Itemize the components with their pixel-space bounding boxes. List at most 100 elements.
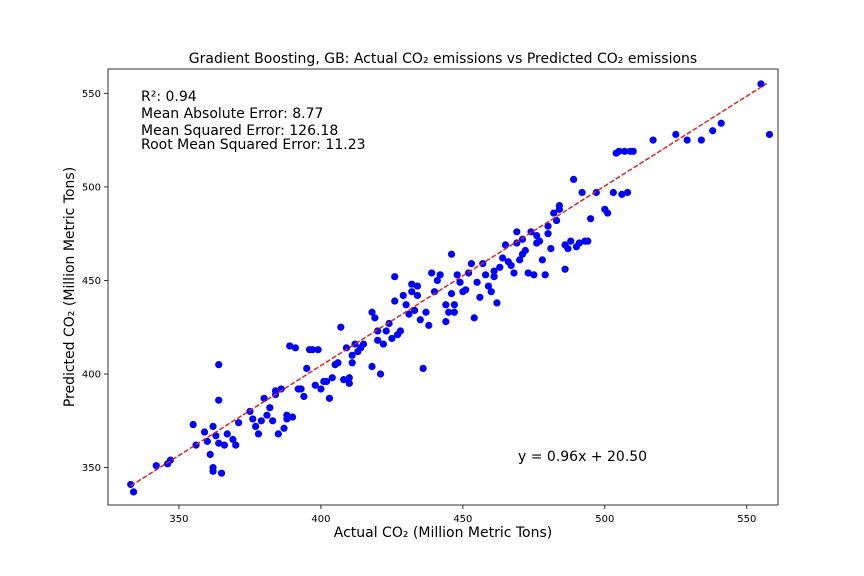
data-point (215, 439, 223, 447)
data-point (382, 327, 390, 335)
data-point (217, 469, 226, 477)
data-point (481, 271, 490, 279)
data-point (524, 269, 532, 277)
y-tick-label: 400 (82, 370, 101, 381)
data-point (283, 411, 291, 419)
data-point (604, 209, 612, 217)
data-point (317, 385, 325, 393)
data-point (308, 346, 317, 354)
data-point (569, 175, 578, 184)
data-point (541, 271, 549, 279)
data-point (129, 488, 138, 496)
data-point (555, 205, 563, 213)
data-point (260, 394, 268, 402)
data-point (215, 396, 223, 404)
data-point (428, 269, 436, 277)
data-point (609, 188, 617, 197)
data-point (291, 344, 299, 352)
data-point (374, 336, 382, 344)
data-point (496, 263, 504, 271)
data-point (467, 260, 475, 268)
data-point (254, 430, 263, 438)
data-point (447, 289, 456, 298)
plot-area (107, 68, 779, 506)
data-point (314, 346, 322, 354)
data-point (567, 237, 575, 245)
data-point (408, 288, 416, 296)
data-point (342, 344, 351, 352)
data-point (391, 273, 399, 281)
y-tick-label: 350 (82, 463, 101, 474)
data-point (530, 271, 538, 279)
y-axis-title: Predicted CO₂ (Million Metric Tons) (62, 167, 78, 407)
data-point (484, 282, 493, 290)
data-point (587, 215, 595, 223)
data-point (757, 80, 765, 88)
data-point (561, 265, 569, 273)
fit-line (130, 82, 768, 487)
x-axis: 350 400 450 500 550 (169, 505, 756, 525)
data-point (396, 327, 405, 335)
data-point (206, 450, 214, 459)
data-point (376, 370, 385, 378)
metric-mse: Mean Squared Error: 126.18 (141, 123, 338, 139)
data-point (399, 291, 407, 300)
data-point (575, 239, 583, 247)
data-point (419, 364, 427, 372)
data-point (453, 271, 461, 279)
data-point (490, 273, 498, 281)
data-point (649, 136, 657, 144)
data-point (411, 306, 419, 314)
data-point (345, 374, 353, 382)
data-point (215, 361, 223, 369)
data-point (442, 318, 450, 326)
data-point (345, 379, 353, 387)
data-point (337, 323, 345, 331)
data-point (629, 147, 637, 155)
data-point (623, 188, 632, 197)
data-point (271, 387, 280, 395)
data-point (288, 413, 297, 421)
data-point (552, 216, 561, 225)
data-point (340, 376, 348, 384)
y-tick-label: 550 (82, 89, 101, 100)
data-point (252, 422, 260, 431)
data-point (683, 136, 691, 144)
data-point (501, 241, 510, 249)
metric-mae: Mean Absolute Error: 8.77 (141, 106, 323, 122)
data-point (348, 359, 356, 367)
data-point (203, 437, 211, 445)
y-tick-label: 450 (82, 276, 101, 287)
data-point (618, 190, 626, 198)
data-point (413, 282, 422, 290)
data-point (408, 280, 416, 288)
data-point (232, 441, 240, 449)
data-point (615, 147, 623, 155)
data-point (388, 334, 396, 343)
data-point (550, 209, 558, 217)
data-point (371, 314, 379, 322)
data-point (405, 310, 413, 318)
x-axis-title: Actual CO₂ (Million Metric Tons) (334, 525, 553, 541)
data-point (269, 417, 277, 425)
data-point (277, 385, 285, 393)
data-point (229, 435, 237, 444)
x-tick-label: 450 (453, 514, 472, 525)
data-point (462, 286, 470, 294)
data-point (544, 230, 552, 238)
data-point (547, 245, 555, 253)
data-point (323, 377, 331, 386)
data-point (476, 293, 484, 301)
data-point (433, 276, 441, 285)
metrics-box: R²: 0.94 Mean Absolute Error: 8.77 Mean … (141, 89, 366, 153)
data-point (513, 228, 521, 236)
data-point (578, 188, 586, 197)
data-point (473, 278, 481, 286)
data-point (359, 340, 368, 348)
fit-equation: y = 0.96x + 20.50 (518, 449, 647, 465)
metric-rmse: Root Mean Squared Error: 11.23 (141, 137, 366, 153)
data-point (325, 394, 334, 402)
data-point (538, 256, 546, 264)
data-point (300, 392, 308, 401)
